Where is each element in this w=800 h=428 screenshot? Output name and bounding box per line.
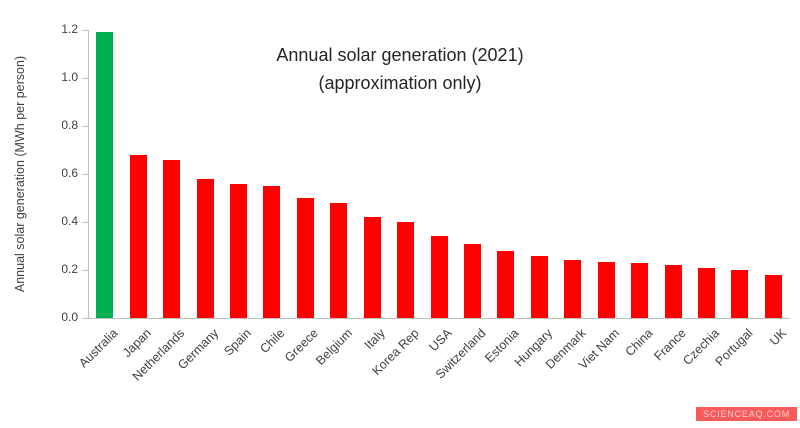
y-tick-mark <box>82 30 88 31</box>
y-tick-label: 1.2 <box>61 22 78 36</box>
x-tick-label: Chile <box>257 326 288 357</box>
bar <box>664 265 682 318</box>
bar <box>397 222 415 318</box>
bar <box>363 217 381 318</box>
y-tick-mark <box>82 222 88 223</box>
bar <box>129 154 147 318</box>
x-tick-label: China <box>622 326 656 360</box>
bar <box>631 262 649 318</box>
y-tick-mark <box>82 78 88 79</box>
y-tick-mark <box>82 270 88 271</box>
x-tick-label: Australia <box>76 326 121 371</box>
y-tick-label: 0.2 <box>61 262 78 276</box>
bar <box>597 261 615 318</box>
y-tick-label: 0.4 <box>61 214 78 228</box>
bar <box>330 202 348 318</box>
bar <box>697 267 715 318</box>
x-tick-label: Spain <box>221 326 255 359</box>
y-axis-line <box>88 30 89 318</box>
chart-title-line2: (approximation only) <box>318 72 482 93</box>
bar <box>96 32 114 318</box>
x-tick-label: Italy <box>361 326 389 353</box>
y-tick-mark <box>82 174 88 175</box>
y-tick-label: 0.8 <box>61 118 78 132</box>
y-tick-label: 0.6 <box>61 166 78 180</box>
bar <box>530 255 548 318</box>
bar <box>263 186 281 318</box>
bar <box>564 260 582 318</box>
bar <box>196 178 214 318</box>
bar <box>764 274 782 318</box>
y-tick-label: 0.0 <box>61 310 78 324</box>
bar <box>463 243 481 318</box>
bar <box>497 250 515 318</box>
y-tick-mark <box>82 126 88 127</box>
bar <box>229 183 247 318</box>
x-tick-label: USA <box>426 326 455 355</box>
bar <box>731 270 749 318</box>
bar <box>163 159 181 318</box>
x-axis-line <box>88 318 790 319</box>
chart-title: Annual solar generation (2021) (approxim… <box>0 42 800 98</box>
bar <box>296 198 314 318</box>
x-tick-label: UK <box>767 326 790 349</box>
x-tick-label: Belgium <box>312 326 355 368</box>
y-tick-mark <box>82 318 88 319</box>
bar <box>430 236 448 318</box>
watermark: SCIENCEAQ.COM <box>696 407 797 421</box>
y-tick-label: 1.0 <box>61 70 78 84</box>
chart-title-line1: Annual solar generation (2021) <box>276 45 524 65</box>
